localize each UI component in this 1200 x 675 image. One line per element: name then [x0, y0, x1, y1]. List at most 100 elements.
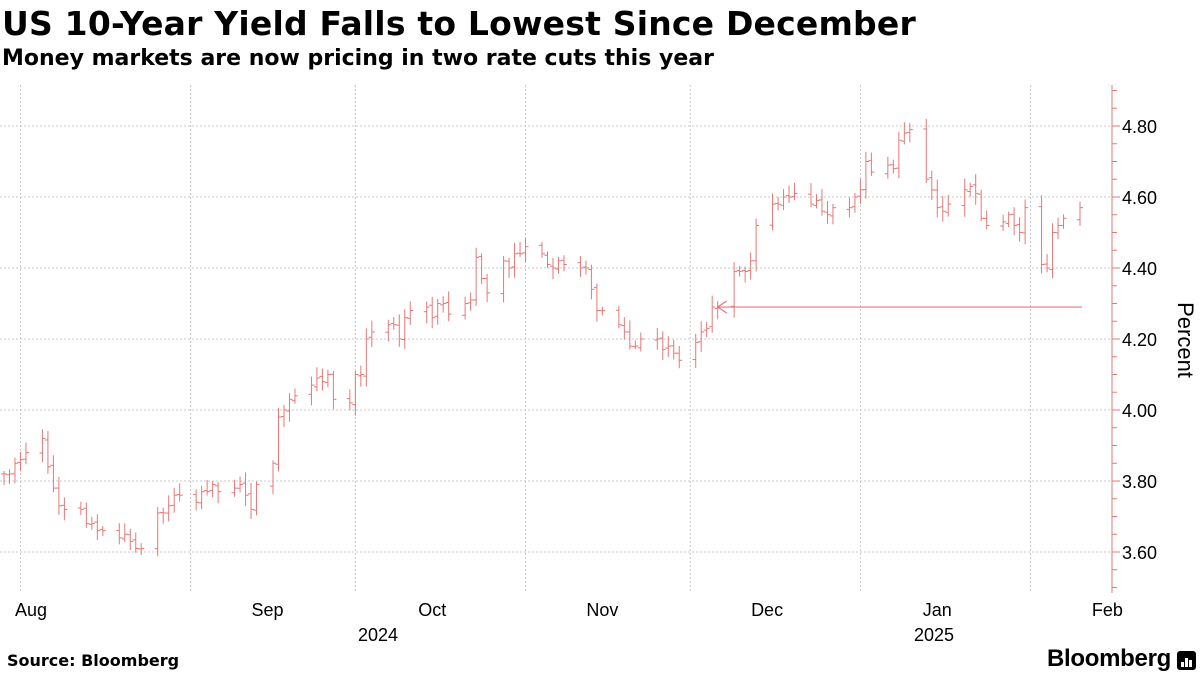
ohlc-bar: [709, 295, 716, 333]
ohlc-bar: [560, 255, 567, 272]
ohlc-bar: [390, 317, 397, 330]
ohlc-bar: [654, 327, 661, 350]
ohlc-bar: [901, 122, 908, 145]
ohlc-bar: [237, 476, 244, 493]
ohlc-bar: [945, 194, 952, 217]
ohlc-bar: [808, 183, 814, 207]
ohlc-bar: [385, 319, 392, 342]
ohlc-bar: [176, 483, 183, 502]
axis-labels: 3.60 3.80 4.00 4.20 4.40 4.60 4.80 Percent Aug Se…: [15, 117, 1198, 645]
ohlc-bar: [1055, 217, 1062, 240]
ohlc-bar: [204, 479, 211, 496]
ohlc-bar: [99, 525, 106, 536]
ohlc-bar: [1077, 201, 1083, 226]
ohlc-bar: [539, 242, 545, 258]
ohlc-bar: [1, 471, 7, 485]
ohlc-bar: [967, 182, 974, 197]
ohlc-bar: [692, 333, 699, 368]
ohlc-bar: [626, 320, 633, 350]
ohlc-bar: [769, 193, 776, 231]
ohlc-bar: [346, 389, 353, 411]
x-month-label: Nov: [586, 600, 618, 620]
ohlc-bar: [445, 291, 452, 322]
ohlc-bar: [286, 393, 293, 422]
ohlc-bar: [895, 131, 902, 179]
ohlc-bar: [61, 497, 68, 521]
ohlc-bar: [209, 481, 216, 497]
ohlc-bar: [593, 283, 600, 322]
ohlc-bar: [698, 321, 705, 353]
ohlc-bar: [368, 320, 375, 347]
ohlc-bar: [242, 472, 249, 506]
x-month-label: Aug: [15, 600, 47, 620]
x-month-label: Feb: [1092, 600, 1123, 620]
ohlc-bar: [132, 532, 139, 553]
ohlc-bar: [703, 321, 710, 338]
ohlc-bar: [429, 296, 436, 329]
annotation: [716, 300, 1082, 314]
brand-logo: Bloomberg: [1047, 645, 1171, 672]
ohlc-bar: [582, 260, 589, 275]
ohlc-bar: [868, 152, 875, 176]
ohlc-bar: [522, 238, 529, 263]
ohlc-bar: [231, 479, 238, 497]
ohlc-bar: [83, 502, 90, 528]
ohlc-bar: [851, 193, 858, 213]
ohlc-bar: [1005, 211, 1012, 228]
annotation-arrow-head: [716, 300, 728, 314]
x-year-label: 2024: [358, 625, 398, 645]
ohlc-bar: [577, 256, 584, 277]
ohlc-bar: [6, 469, 13, 484]
ohlc-bar: [544, 251, 551, 269]
ohlc-bar: [983, 210, 990, 230]
ohlc-bar: [407, 301, 414, 325]
ohlc-bar: [939, 195, 946, 222]
ohlc-bar: [588, 264, 595, 300]
ohlc-bar: [94, 514, 101, 541]
ohlc-bar: [978, 189, 985, 222]
ohlc-bar: [884, 156, 891, 179]
ohlc-bar: [44, 431, 51, 474]
ohlc-bar: [670, 339, 677, 360]
ohlc-bar: [1022, 199, 1029, 245]
ohlc-bar: [731, 262, 738, 318]
ohlc-bar: [549, 257, 556, 280]
ohlc-bar: [308, 376, 315, 406]
ohlc-bar: [906, 123, 913, 143]
ohlc-bar: [160, 507, 167, 524]
y-tick-label: 4.00: [1122, 401, 1157, 421]
chart-title: US 10-Year Yield Falls to Lowest Since D…: [2, 4, 916, 43]
ohlc-bar: [1060, 214, 1067, 229]
ohlc-bar: [747, 252, 754, 280]
ohlc-bar: [22, 442, 29, 465]
ohlc-bar: [357, 365, 364, 387]
ohlc-bar: [116, 523, 123, 545]
source-note: Source: Bloomberg: [7, 651, 180, 670]
ohlc-bar: [517, 241, 524, 257]
ohlc-bar: [1011, 207, 1018, 236]
ohlc-bar: [923, 119, 930, 184]
ohlc-series: [1, 119, 1083, 557]
ohlc-bar: [511, 242, 518, 278]
ohlc-bar: [780, 188, 787, 211]
ohlc-bar: [791, 182, 798, 201]
ohlc-bar: [253, 481, 260, 516]
chart-subtitle: Money markets are now pricing in two rat…: [2, 46, 714, 71]
ohlc-bar: [813, 194, 820, 209]
ohlc-bar: [215, 482, 222, 504]
y-tick-label: 3.80: [1122, 472, 1157, 492]
bloomberg-chart-icon: [1177, 651, 1196, 670]
ohlc-bar: [11, 457, 18, 484]
ohlc-bar: [423, 301, 430, 324]
ohlc-bar: [473, 247, 480, 306]
ohlc-bar: [615, 305, 622, 329]
ohlc-bar: [88, 516, 95, 530]
ohlc-bar: [972, 174, 979, 205]
ohlc-bar: [500, 255, 507, 303]
ohlc-bar: [193, 489, 200, 511]
ohlc-bar: [1016, 217, 1023, 242]
ohlc-bar: [363, 328, 370, 387]
ohlc-bar: [890, 159, 897, 174]
y-axis: [1111, 85, 1120, 593]
